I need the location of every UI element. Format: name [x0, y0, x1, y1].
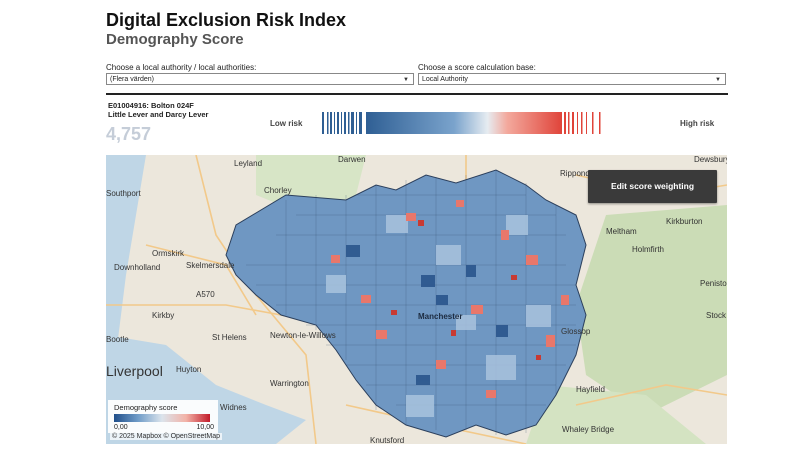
place-label: Kirkburton	[666, 217, 703, 226]
place-label-city: Liverpool	[106, 363, 163, 379]
selected-area-name: Little Lever and Darcy Lever	[108, 110, 209, 119]
place-label: Stock	[706, 311, 727, 320]
place-label: Chorley	[264, 186, 292, 195]
place-label: Darwen	[338, 155, 366, 164]
place-label: Dewsbury	[694, 155, 727, 164]
place-label: Kirkby	[152, 311, 175, 320]
risk-strip-low-ticks	[322, 112, 362, 134]
map-canvas[interactable]	[106, 155, 727, 444]
place-label: Skelmersdale	[186, 261, 235, 270]
place-label: Downholland	[114, 263, 161, 272]
place-label: Widnes	[220, 403, 247, 412]
authority-select-value: (Flera värden)	[110, 76, 154, 83]
low-risk-label: Low risk	[270, 119, 303, 128]
base-filter-label: Choose a score calculation base:	[418, 63, 536, 72]
map-attribution-link[interactable]: © 2025 Mapbox © OpenStreetMap	[110, 433, 222, 440]
page-title: Digital Exclusion Risk Index	[106, 10, 347, 30]
legend-max-value: 10,00	[196, 424, 214, 431]
place-label: Bootle	[106, 335, 129, 344]
choropleth-map[interactable]: Leyland Darwen Chorley Southport Ormskir…	[106, 155, 727, 444]
base-select-value: Local Authority	[422, 76, 468, 83]
chevron-down-icon: ▼	[403, 77, 409, 83]
legend-title: Demography score	[114, 403, 178, 412]
base-select[interactable]: Local Authority ▼	[418, 73, 726, 85]
divider	[106, 93, 728, 95]
lsoa-very-high-cells	[391, 220, 541, 360]
place-label: Ripponden	[560, 169, 599, 178]
place-label-city: Manchester	[418, 312, 463, 321]
peak-district	[576, 205, 727, 415]
place-label: Glossop	[561, 327, 591, 336]
place-label: St Helens	[212, 333, 247, 342]
legend-color-ramp	[114, 414, 210, 422]
selected-area-rank: 4,757	[106, 124, 152, 144]
place-label: Leyland	[234, 159, 263, 168]
page-subtitle: Demography Score	[106, 31, 244, 48]
lsoa-light-cells	[326, 215, 551, 417]
lsoa-dark-cells	[346, 245, 508, 385]
sea-area	[106, 155, 146, 385]
authority-filter-label: Choose a local authority / local authori…	[106, 63, 257, 72]
lsoa-high-cells	[331, 200, 569, 398]
risk-distribution-strip[interactable]	[322, 112, 602, 134]
place-label: Whaley Bridge	[562, 425, 615, 434]
authority-select[interactable]: (Flera värden) ▼	[106, 73, 414, 85]
place-label: Knutsford	[370, 436, 405, 444]
place-label: Newton-le-Willows	[270, 331, 336, 340]
place-label: Southport	[106, 189, 141, 198]
place-label: Ormskirk	[152, 249, 184, 258]
place-label: Meltham	[606, 227, 637, 236]
selected-area-code: E01004916: Bolton 024F	[108, 101, 194, 110]
place-label: Warrington	[270, 379, 309, 388]
risk-strip-high-ticks	[564, 112, 601, 134]
place-label: Holmfirth	[632, 245, 665, 254]
edit-score-weighting-button[interactable]: Edit score weighting	[588, 170, 717, 203]
map-legend: Demography score 0,00 10,00	[108, 400, 218, 433]
place-label: A570	[196, 290, 215, 299]
risk-strip-bar	[366, 112, 562, 134]
chevron-down-icon: ▼	[715, 77, 721, 83]
place-label: Peniston	[700, 279, 727, 288]
place-label: Huyton	[176, 365, 202, 374]
legend-min-value: 0,00	[114, 424, 128, 431]
place-label: Hayfield	[576, 385, 605, 394]
high-risk-label: High risk	[680, 119, 715, 128]
moor-south	[526, 385, 706, 444]
